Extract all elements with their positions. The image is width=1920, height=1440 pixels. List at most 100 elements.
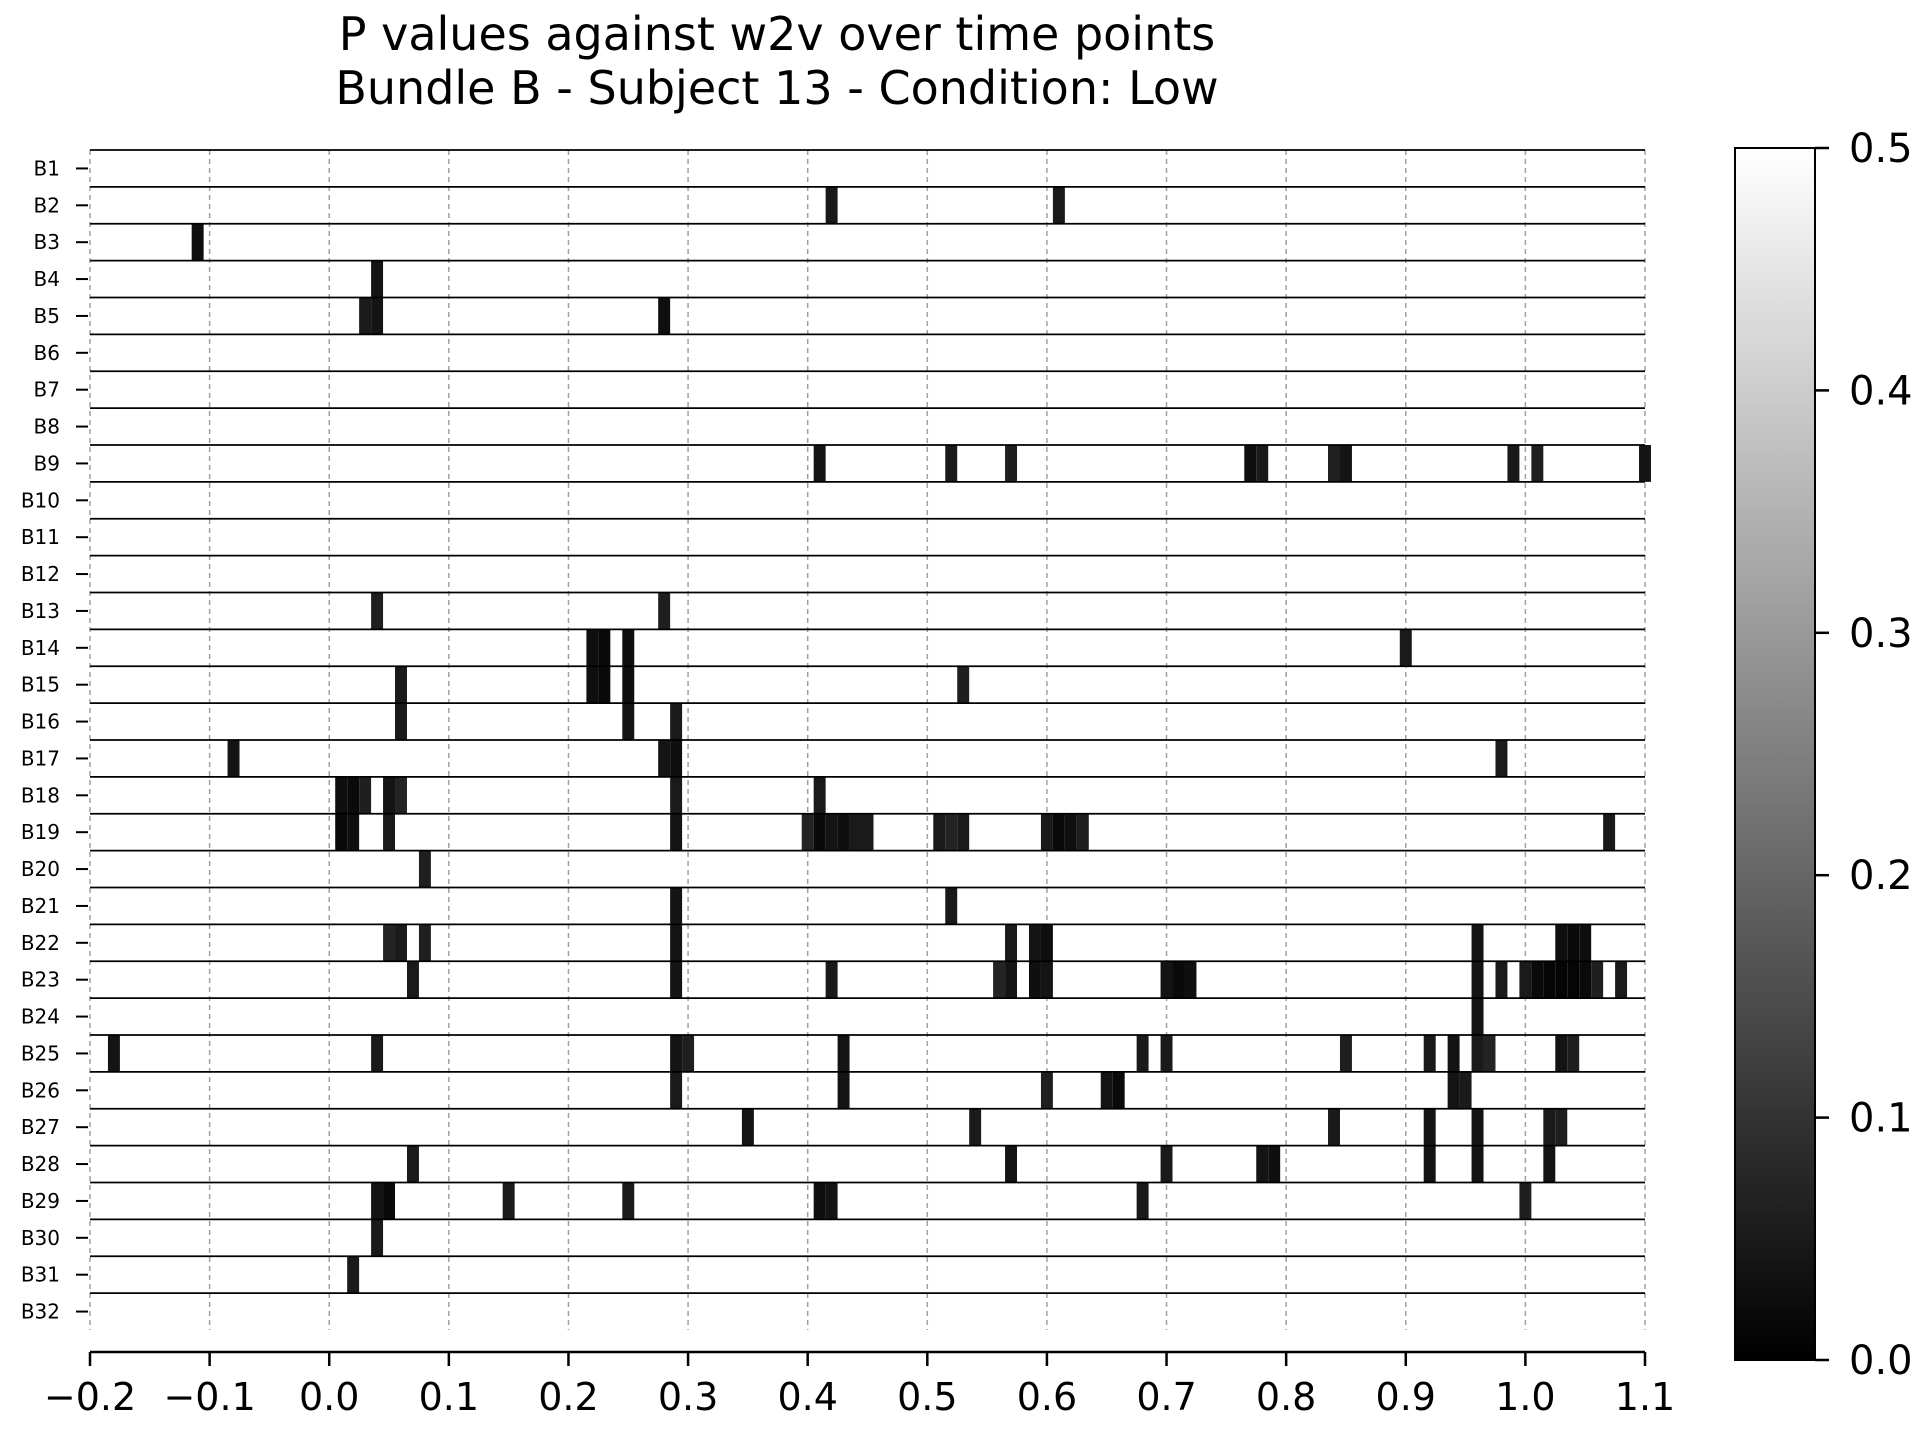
heatmap-cell <box>1339 445 1352 482</box>
heatmap-cell <box>957 813 970 851</box>
heatmap-cell <box>395 776 407 814</box>
heatmap-cell <box>359 297 372 335</box>
y-tick-label: B6 <box>34 341 60 365</box>
heatmap-cell <box>1256 445 1269 482</box>
heatmap-cell <box>1471 1145 1484 1183</box>
x-tick-label: 0.6 <box>1017 1375 1077 1419</box>
y-tick-label: B7 <box>34 378 60 402</box>
heatmap-cell <box>1064 813 1077 851</box>
y-tick-label: B30 <box>21 1226 60 1250</box>
x-tick-label: 1.1 <box>1615 1375 1675 1419</box>
heatmap-cell <box>1339 1035 1352 1072</box>
heatmap-cell <box>945 445 958 482</box>
heatmap-cell <box>1579 961 1592 999</box>
y-tick-label: B10 <box>21 488 60 512</box>
heatmap-cell <box>837 813 850 851</box>
heatmap-cell <box>670 961 683 999</box>
heatmap-cell <box>813 776 826 814</box>
heatmap-cell <box>670 813 683 851</box>
heatmap-cell <box>1519 1182 1532 1220</box>
heatmap-cell <box>1471 998 1484 1035</box>
heatmap-cell <box>1615 961 1628 999</box>
y-tick-label: B20 <box>21 857 60 881</box>
y-tick-label: B16 <box>21 710 60 734</box>
heatmap-cell <box>1112 1071 1125 1109</box>
heatmap-cell <box>1136 1182 1149 1220</box>
y-tick-label: B21 <box>21 894 60 918</box>
heatmap-cell <box>598 666 611 704</box>
colorbar-gradient <box>1734 147 1816 1361</box>
heatmap-cell <box>622 703 635 740</box>
heatmap-cell <box>993 961 1006 999</box>
heatmap-cell <box>945 887 958 925</box>
heatmap-cell <box>1591 961 1604 999</box>
heatmap-cell <box>622 666 635 704</box>
heatmap-cell <box>383 1182 396 1220</box>
x-tick-label: 0.5 <box>897 1375 957 1419</box>
y-tick-label: B25 <box>21 1041 60 1065</box>
heatmap-cell <box>1519 961 1532 999</box>
row-separators <box>90 149 1645 1295</box>
heatmap-cell <box>1471 961 1484 999</box>
heatmap-cell <box>1160 1145 1173 1183</box>
heatmap-cell <box>1052 186 1065 224</box>
heatmap-cell <box>825 186 838 224</box>
y-tick-label: B3 <box>34 230 60 254</box>
heatmap-cell <box>598 629 611 667</box>
heatmap-cell <box>335 776 348 814</box>
y-tick-label: B13 <box>21 599 60 623</box>
colorbar-tick-label: 0.5 <box>1849 126 1913 172</box>
heatmap-cell <box>1423 1145 1436 1183</box>
heatmap-cell <box>670 887 683 925</box>
heatmap-cell <box>371 260 384 298</box>
heatmap-cell <box>1005 445 1018 482</box>
heatmap-cell <box>227 740 240 777</box>
heatmap-cell <box>658 297 671 335</box>
heatmap-cell <box>1076 813 1089 851</box>
y-tick-label: B22 <box>21 931 60 955</box>
heatmap-cell <box>670 776 683 814</box>
y-tick-label: B15 <box>21 673 60 697</box>
y-tick-label: B24 <box>21 1005 60 1029</box>
heatmap-cell <box>395 666 407 704</box>
heatmap-cell <box>1100 1071 1113 1109</box>
heatmap-cell <box>371 592 384 630</box>
heatmap-cell <box>1160 961 1173 999</box>
heatmap-cell <box>1531 961 1544 999</box>
heatmap-cell <box>1005 961 1018 999</box>
heatmap-cell <box>1040 961 1053 999</box>
chart-title-line-1: P values against w2v over time points <box>339 7 1216 61</box>
heatmap-cell <box>1136 1035 1149 1072</box>
heatmap-cell <box>1555 1108 1568 1146</box>
heatmap-cell <box>837 1035 850 1072</box>
heatmap-cell <box>825 961 838 999</box>
heatmap-cell <box>1328 445 1340 482</box>
colorbar-tick-label: 0.0 <box>1849 1338 1913 1384</box>
heatmap-cell <box>1268 1145 1281 1183</box>
heatmap-cell <box>933 813 946 851</box>
heatmap-cell <box>670 703 683 740</box>
x-tick-label: 0.9 <box>1376 1375 1436 1419</box>
colorbar-tick-label: 0.1 <box>1849 1096 1913 1142</box>
y-tick-label: B32 <box>21 1300 60 1324</box>
x-tick-label: −0.1 <box>163 1375 255 1419</box>
y-tick-label: B27 <box>21 1115 60 1139</box>
heatmap-cell <box>1328 1108 1340 1146</box>
heatmap-cell <box>622 1182 635 1220</box>
heatmap-cell <box>1256 1145 1269 1183</box>
heatmap-cell <box>825 1182 838 1220</box>
x-axis: −0.2 −0.1 0.0 0.1 0.2 0.3 0.4 0.5 0.6 0.7 0.8 0.9 1.… <box>44 1350 1675 1419</box>
y-tick-label: B11 <box>21 525 60 549</box>
heatmap-cell <box>1399 629 1412 667</box>
colorbar-tick-label: 0.2 <box>1849 853 1913 899</box>
heatmap-cell <box>406 1145 419 1183</box>
heatmap-cell <box>1531 445 1544 482</box>
heatmap-cell <box>1603 813 1616 851</box>
y-axis: B1 B2 B3 B4 B5 B6 B7 B8 B9 B10 B11 B12 B13 B14 B15 B16 B… <box>21 156 88 1324</box>
chart-title-line-2: Bundle B - Subject 13 - Condition: Low <box>335 61 1218 115</box>
heatmap-cell <box>1543 1108 1556 1146</box>
x-tick-label: 0.2 <box>538 1375 598 1419</box>
colorbar: 0.0 0.1 0.2 0.3 0.4 0.5 <box>1734 126 1913 1384</box>
y-tick-label: B4 <box>34 267 60 291</box>
